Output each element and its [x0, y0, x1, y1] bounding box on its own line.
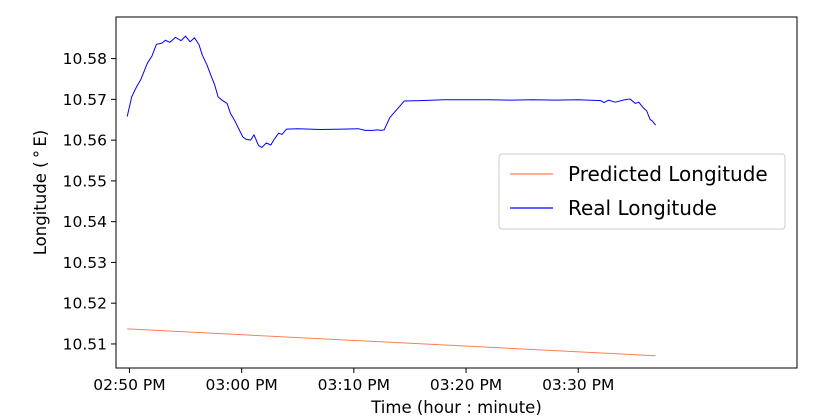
- y-axis-label: Longitude ( ° E): [31, 130, 50, 255]
- x-tick-label: 03:30 PM: [542, 376, 614, 394]
- y-tick-label: 10.55: [63, 172, 107, 190]
- y-tick-label: 10.58: [63, 50, 107, 68]
- legend: Predicted Longitude Real Longitude: [498, 153, 786, 230]
- x-axis-label: Time (hour : minute): [370, 398, 542, 417]
- x-tick-label: 03:20 PM: [430, 376, 502, 394]
- y-tick-label: 10.52: [63, 295, 107, 313]
- x-tick-label: 02:50 PM: [93, 376, 165, 394]
- y-tick-label: 10.54: [63, 213, 107, 231]
- legend-label-real: Real Longitude: [568, 196, 717, 220]
- y-tick-label: 10.56: [63, 132, 107, 150]
- y-axis: 10.51 10.52 10.53 10.54 10.55 10.56 10.57 10.58: [63, 50, 116, 353]
- series-line-real: [126, 35, 657, 148]
- legend-label-predicted: Predicted Longitude: [568, 162, 768, 186]
- legend-box: [498, 153, 786, 230]
- x-tick-label: 03:10 PM: [318, 376, 390, 394]
- x-tick-label: 03:00 PM: [205, 376, 277, 394]
- y-tick-label: 10.51: [63, 335, 107, 353]
- plot-lines: [126, 35, 657, 357]
- y-tick-label: 10.53: [63, 254, 107, 272]
- x-axis: 02:50 PM 03:00 PM 03:10 PM 03:20 PM 03:30 PM: [93, 368, 614, 394]
- series-line-predicted: [127, 328, 656, 357]
- y-tick-label: 10.57: [63, 91, 107, 109]
- plot-frame: [115, 16, 798, 369]
